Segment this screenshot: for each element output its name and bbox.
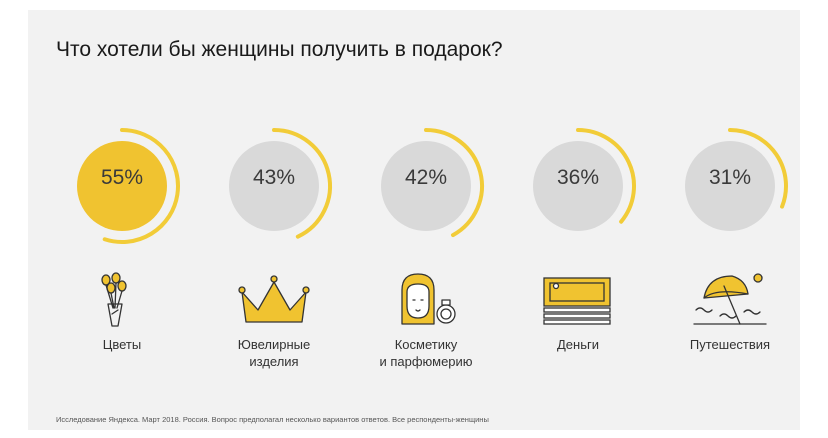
percent-label: 36%	[556, 166, 600, 189]
footnote: Исследование Яндекса. Март 2018. Россия.…	[56, 415, 489, 424]
percent-label: 43%	[252, 166, 296, 189]
percent-ring	[533, 128, 636, 231]
percent-label: 31%	[708, 166, 752, 189]
percent-arc	[102, 128, 180, 244]
percent-disc	[229, 141, 319, 231]
category-label: Путешествия	[689, 337, 771, 352]
chart-item-money: 36% Деньги	[512, 120, 662, 380]
category-label: Ювелирные изделия	[237, 337, 311, 369]
beach-umbrella-icon	[693, 273, 767, 325]
category-label: Цветы	[102, 337, 142, 352]
percent-arc	[576, 128, 636, 224]
chart-item-flowers: 55% Цветы	[56, 120, 206, 380]
percent-disc	[533, 141, 623, 231]
percent-arc	[728, 128, 788, 209]
percent-disc	[685, 141, 775, 231]
chart-item-travel: 31% Путешествия	[664, 120, 814, 380]
percent-label: 42%	[404, 166, 448, 189]
page-title: Что хотели бы женщины получить в подарок…	[56, 38, 503, 61]
percent-ring	[685, 128, 788, 231]
percent-ring	[229, 128, 332, 239]
chart-item-jewelry: 43% Ювелирные изделия	[208, 120, 358, 380]
category-label: Косметику и парфюмерию	[379, 337, 473, 369]
category-label: Деньги	[557, 337, 599, 352]
woman-perfume-icon	[401, 273, 456, 325]
percent-arc	[272, 128, 332, 239]
percent-arc	[424, 128, 484, 238]
flowers-icon	[101, 272, 127, 327]
crown-icon	[238, 275, 310, 323]
percent-ring	[381, 128, 484, 238]
chart-item-cosmetics: 42% Косметику и парфюмерию	[360, 120, 510, 380]
percent-disc	[77, 141, 167, 231]
percent-ring	[77, 128, 180, 244]
money-icon	[543, 277, 611, 325]
infographic-card: Что хотели бы женщины получить в подарок…	[28, 10, 800, 430]
percent-label: 55%	[100, 166, 144, 189]
percent-disc	[381, 141, 471, 231]
